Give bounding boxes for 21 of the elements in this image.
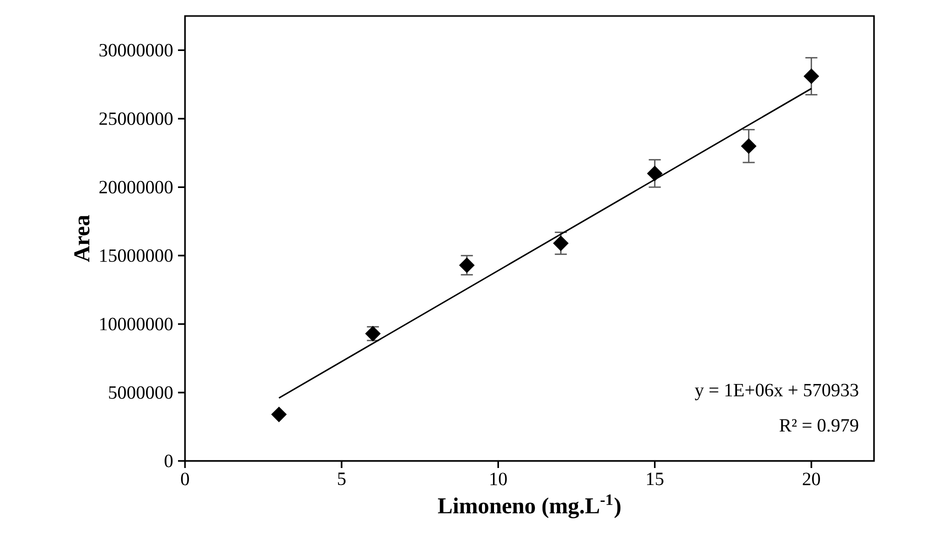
y-tick-label: 25000000 <box>99 112 173 125</box>
point <box>804 68 820 84</box>
y-tick-label: 20000000 <box>99 180 173 194</box>
x-tick-label: 0 <box>181 472 189 486</box>
y-tick-label: 10000000 <box>100 318 173 330</box>
y-tick-label: 30000000 <box>100 44 173 57</box>
point <box>553 236 569 251</box>
x-tick-label: 5 <box>338 472 346 486</box>
y-axis-title: Area <box>74 215 90 262</box>
annotation: y = 1E+06x + 570933 <box>694 384 858 400</box>
point <box>271 406 287 422</box>
annotation: R² = 0.979 <box>780 419 858 432</box>
x-tick-label: 15 <box>647 472 664 486</box>
x-tick-label: 20 <box>802 472 820 486</box>
point <box>741 138 756 154</box>
y-tick-label: 5000000 <box>109 386 173 399</box>
x-axis-title: Limoneno (mg.L$^{-1}$) <box>438 494 620 518</box>
x-tick-label: 10 <box>490 472 507 486</box>
y-tick-label: 15000000 <box>100 249 173 262</box>
y-tick-label: 0 <box>164 454 173 468</box>
point <box>647 166 662 182</box>
